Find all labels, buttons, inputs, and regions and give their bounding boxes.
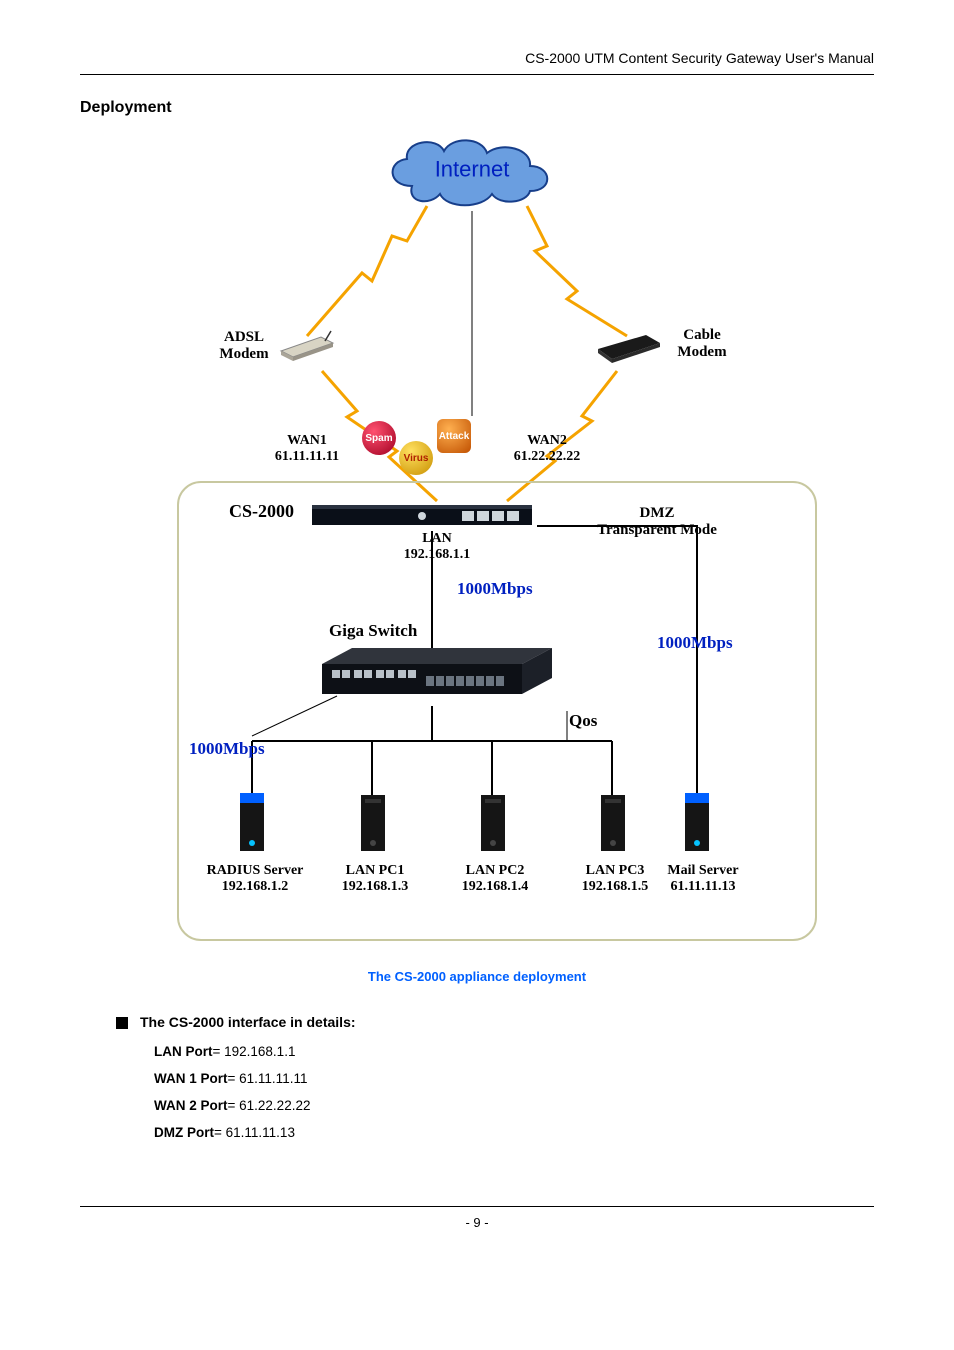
bullet-text: The CS-2000 interface in details:	[140, 1014, 356, 1030]
lan-label: LAN 192.168.1.1	[387, 531, 487, 563]
section-title: Deployment	[80, 99, 874, 117]
dmz-label: DMZ Transparent Mode	[577, 505, 737, 539]
pc2-label: LAN PC2 192.168.1.4	[445, 863, 545, 895]
wan1-label: WAN1 61.11.11.11	[257, 433, 357, 465]
mbps-dmz: 1000Mbps	[657, 633, 733, 653]
detail-lan: LAN Port= 192.168.1.1	[154, 1038, 874, 1065]
cable-label: Cable Modem	[667, 327, 737, 361]
interface-details-heading: The CS-2000 interface in details:	[116, 1014, 874, 1030]
attack-icon: Attack	[437, 419, 471, 453]
detail-dmz: DMZ Port= 61.11.11.13	[154, 1119, 874, 1146]
page-header: CS-2000 UTM Content Security Gateway Use…	[80, 50, 874, 75]
adsl-modem-icon	[277, 329, 337, 363]
detail-wan1: WAN 1 Port= 61.11.11.11	[154, 1065, 874, 1092]
cable-modem-icon	[592, 329, 664, 365]
cs2000-label: CS-2000	[229, 501, 294, 522]
radius-server-icon	[234, 789, 270, 859]
diagram-caption: The CS-2000 appliance deployment	[80, 969, 874, 984]
cs2000-device-icon	[312, 501, 532, 531]
bullet-square-icon	[116, 1017, 128, 1029]
giga-switch-label: Giga Switch	[329, 621, 417, 641]
lan-pc2-icon	[473, 789, 513, 859]
lan-pc1-icon	[353, 789, 393, 859]
pc3-label: LAN PC3 192.168.1.5	[565, 863, 665, 895]
page-footer: - 9 -	[80, 1206, 874, 1230]
virus-icon: Virus	[399, 441, 433, 475]
giga-switch-icon	[322, 646, 552, 702]
deployment-diagram: Internet ADSL Modem Cable Modem Spam Vir…	[137, 131, 817, 951]
mbps-lan: 1000Mbps	[457, 579, 533, 599]
detail-wan2: WAN 2 Port= 61.22.22.22	[154, 1092, 874, 1119]
internet-cloud: Internet	[382, 131, 562, 211]
radius-label: RADIUS Server 192.168.1.2	[195, 863, 315, 895]
adsl-label: ADSL Modem	[209, 329, 279, 363]
spam-icon: Spam	[362, 421, 396, 455]
mail-server-icon	[679, 789, 715, 859]
lan-pc3-icon	[593, 789, 633, 859]
qos-label: Qos	[569, 711, 597, 731]
internet-label: Internet	[435, 157, 510, 183]
mail-label: Mail Server 61.11.11.13	[653, 863, 753, 895]
mbps-left: 1000Mbps	[189, 739, 265, 759]
pc1-label: LAN PC1 192.168.1.3	[325, 863, 425, 895]
wan2-label: WAN2 61.22.22.22	[497, 433, 597, 465]
